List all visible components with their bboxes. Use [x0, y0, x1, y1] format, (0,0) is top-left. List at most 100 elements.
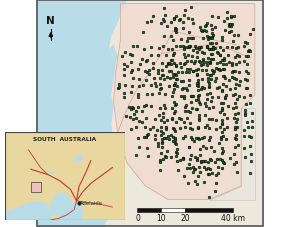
Point: [219, 90, 224, 94]
Point: [233, 126, 238, 129]
Point: [215, 171, 220, 175]
Point: [191, 37, 196, 41]
Point: [202, 25, 207, 29]
Point: [141, 84, 146, 87]
Point: [199, 51, 204, 55]
Point: [219, 136, 224, 139]
Point: [207, 138, 212, 142]
Point: [157, 113, 162, 117]
Point: [168, 21, 173, 25]
Point: [218, 158, 223, 161]
Point: [192, 140, 197, 143]
Point: [202, 180, 207, 184]
Point: [198, 153, 203, 157]
Point: [195, 74, 200, 78]
Point: [193, 45, 197, 49]
Point: [218, 69, 223, 73]
Point: [233, 120, 238, 124]
Point: [197, 170, 202, 174]
Point: [169, 69, 174, 73]
Point: [170, 39, 175, 42]
Point: [200, 63, 205, 67]
Point: [181, 27, 186, 31]
Point: [179, 117, 184, 121]
Point: [195, 98, 200, 102]
Point: [221, 128, 226, 131]
Point: [134, 153, 139, 157]
Point: [181, 94, 186, 98]
Point: [211, 48, 215, 52]
Point: [188, 95, 193, 98]
Point: [232, 92, 237, 96]
Point: [164, 54, 169, 58]
Point: [160, 45, 165, 48]
Point: [194, 84, 199, 88]
Point: [172, 83, 176, 87]
Point: [157, 92, 161, 96]
Point: [174, 77, 179, 81]
Point: [189, 6, 194, 10]
Point: [180, 88, 184, 91]
Point: [219, 108, 224, 112]
Point: [226, 31, 231, 35]
Point: [191, 49, 196, 53]
Point: [134, 116, 139, 120]
Point: [134, 126, 138, 129]
Point: [164, 64, 169, 68]
Text: N: N: [46, 16, 55, 26]
Point: [145, 147, 149, 151]
Point: [172, 27, 177, 31]
Point: [243, 108, 248, 112]
Point: [182, 63, 187, 67]
Point: [202, 102, 207, 106]
Point: [123, 84, 128, 87]
Point: [143, 79, 148, 82]
Point: [158, 158, 163, 162]
Point: [150, 15, 155, 19]
Point: [160, 62, 164, 65]
Point: [145, 21, 150, 25]
Point: [159, 134, 164, 137]
Point: [188, 110, 193, 114]
Point: [205, 57, 210, 61]
Point: [209, 32, 214, 35]
Point: [208, 136, 213, 140]
Point: [186, 31, 191, 35]
Point: [193, 99, 198, 103]
Point: [242, 78, 247, 81]
Point: [222, 68, 227, 72]
Point: [207, 48, 212, 52]
Bar: [137, 208, 161, 212]
Point: [206, 86, 211, 89]
Point: [244, 42, 249, 45]
Point: [159, 129, 164, 133]
Point: [169, 62, 174, 66]
Point: [225, 116, 230, 120]
Point: [200, 86, 204, 89]
Point: [182, 106, 187, 109]
Point: [169, 95, 174, 99]
Point: [187, 46, 191, 49]
Point: [211, 58, 216, 62]
Point: [203, 159, 208, 163]
Point: [243, 112, 248, 115]
Point: [232, 77, 237, 80]
Point: [127, 106, 131, 110]
Point: [208, 99, 213, 103]
Point: [194, 69, 199, 73]
Point: [237, 80, 242, 84]
Point: [172, 81, 177, 85]
Point: [241, 134, 246, 138]
Point: [204, 69, 208, 73]
Point: [210, 34, 215, 37]
Point: [182, 62, 187, 66]
Point: [220, 146, 225, 150]
Point: [149, 84, 154, 88]
Point: [219, 131, 224, 134]
Point: [163, 14, 168, 18]
Point: [206, 80, 211, 83]
Point: [214, 51, 219, 55]
Point: [194, 56, 199, 59]
Point: [190, 127, 195, 131]
Point: [157, 168, 162, 172]
